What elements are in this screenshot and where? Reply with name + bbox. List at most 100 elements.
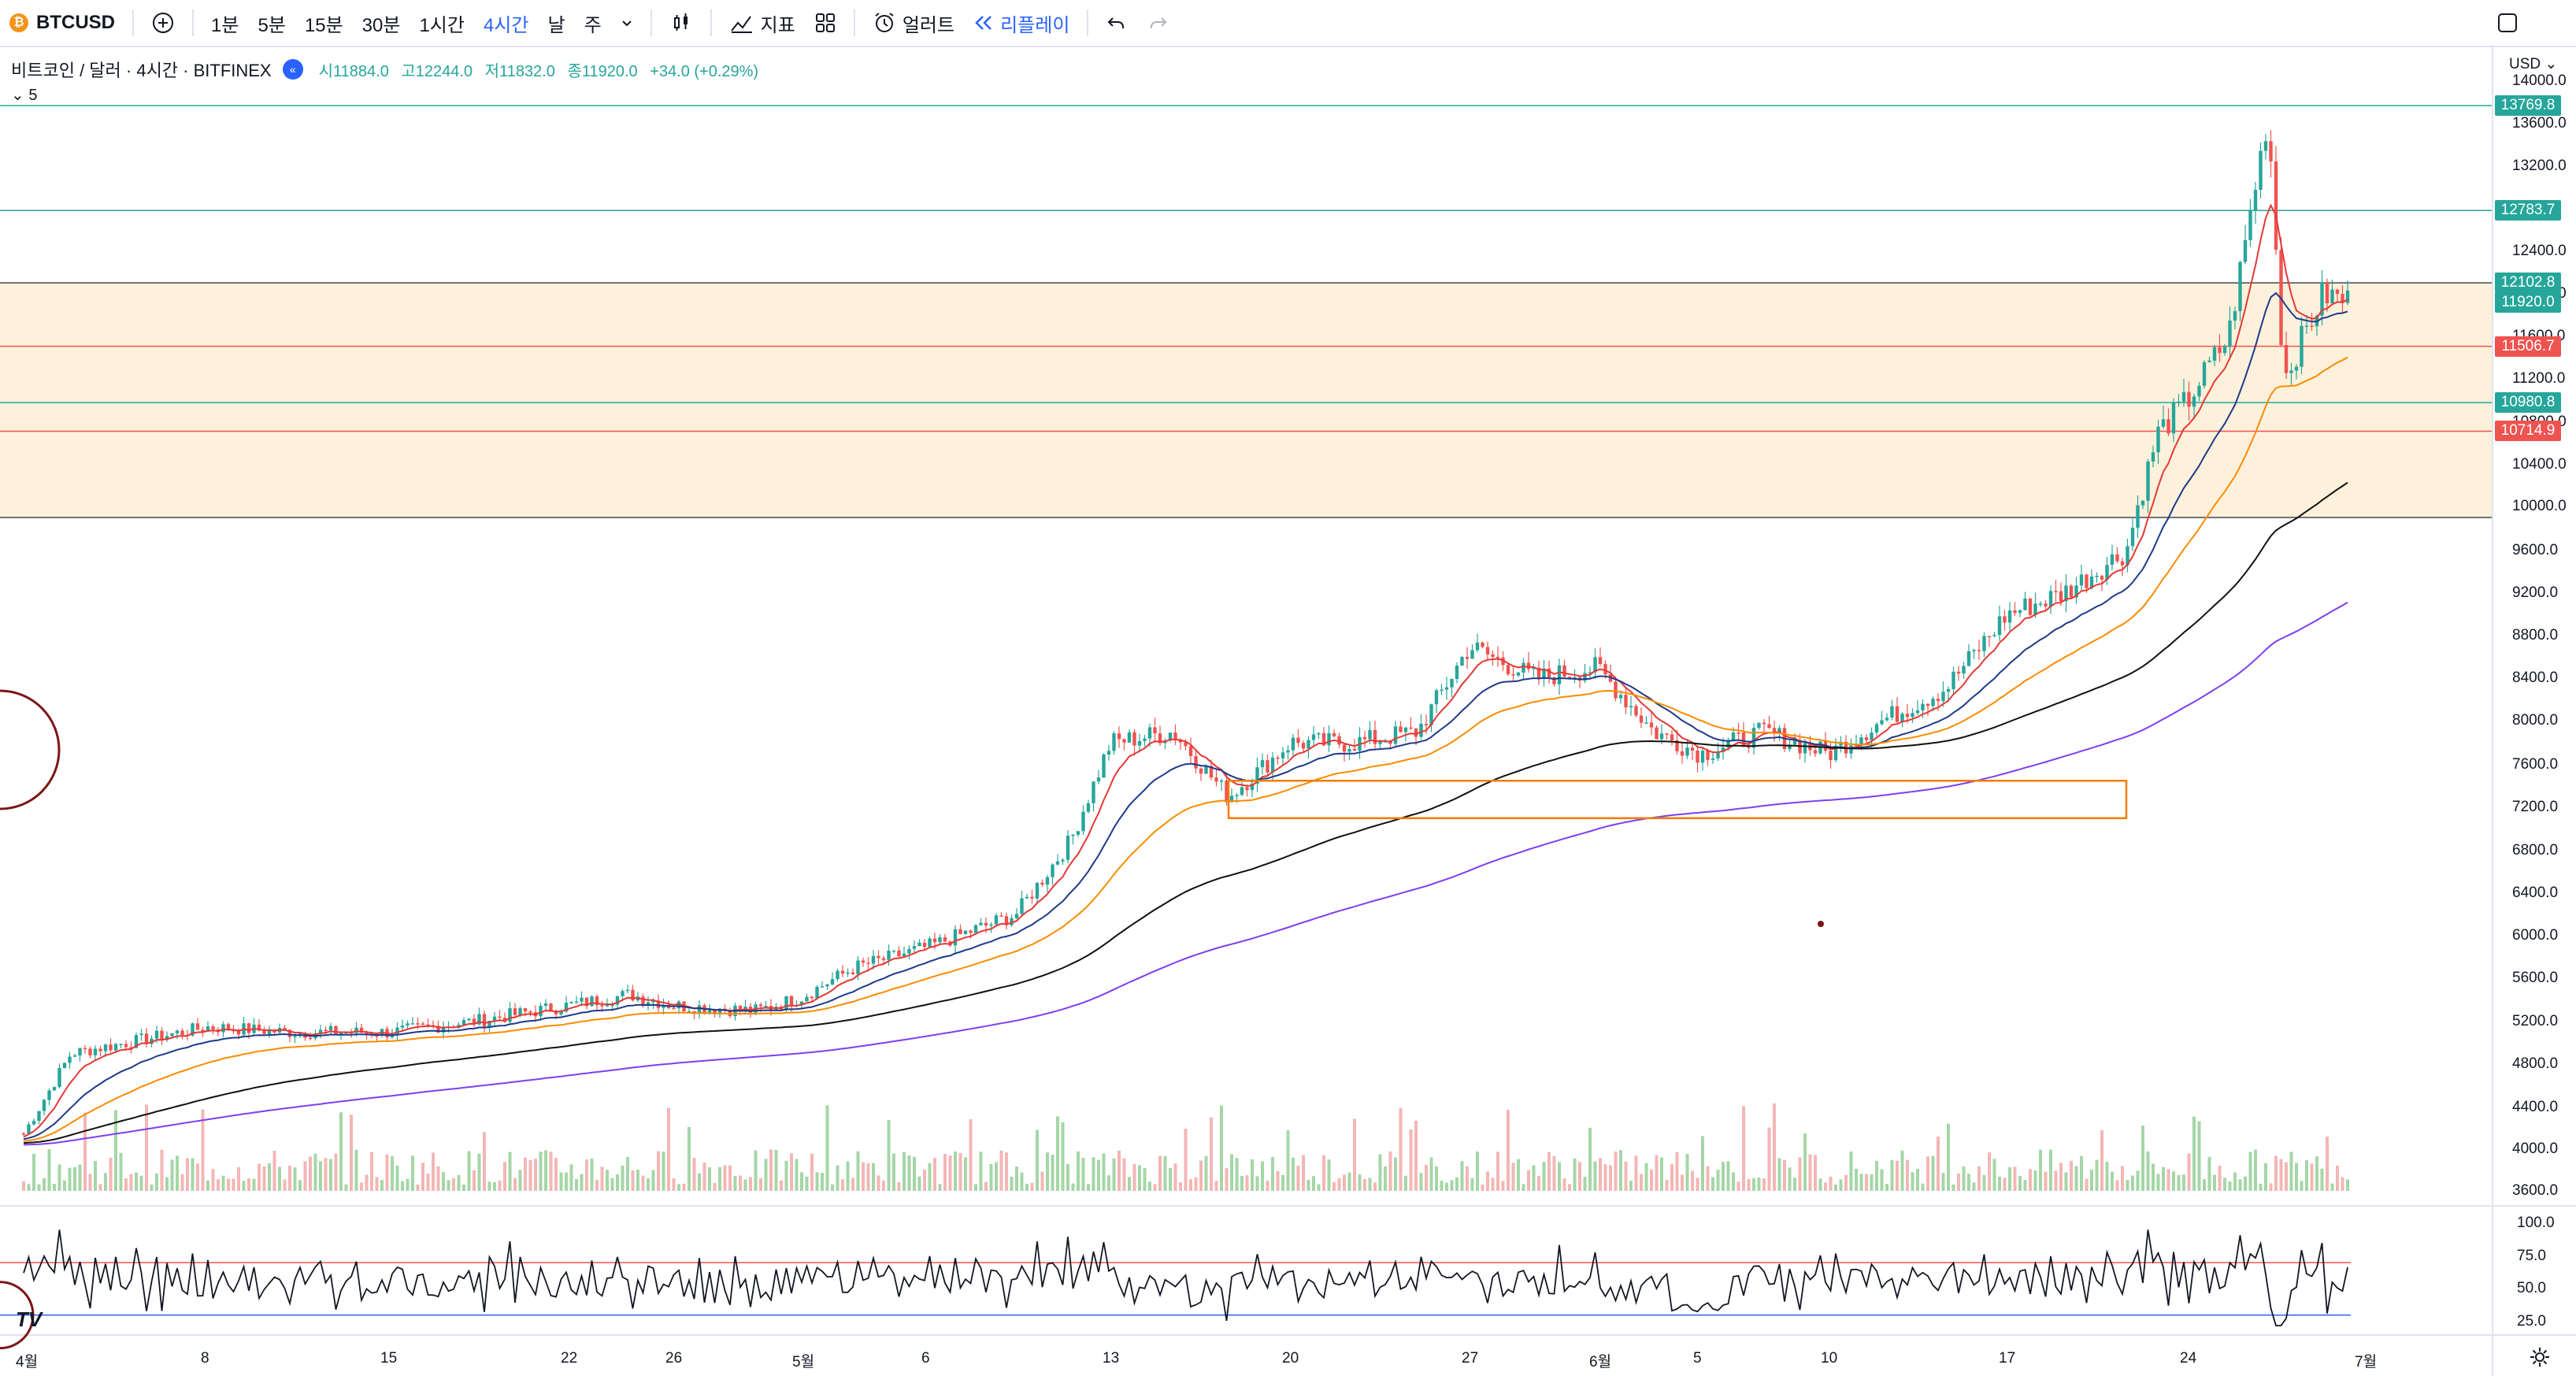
- candle-body: [1721, 747, 1725, 752]
- candle-body: [1829, 751, 1833, 761]
- volume-bar: [1814, 1155, 1817, 1191]
- currency-selector[interactable]: USD ⌄: [2509, 55, 2557, 73]
- interval-week[interactable]: 주: [584, 14, 602, 36]
- volume-bar: [395, 1165, 399, 1191]
- price-chart[interactable]: [0, 46, 2576, 1376]
- candle-body: [789, 996, 794, 1007]
- volume-bar: [385, 1154, 389, 1191]
- candle-body: [416, 1023, 420, 1025]
- volume-bar: [954, 1151, 957, 1191]
- volume-bar: [1757, 1177, 1761, 1191]
- time-tick-label: 22: [561, 1350, 578, 1367]
- candle-body: [2007, 610, 2012, 623]
- volume-bar: [1609, 1165, 1612, 1191]
- chevron-down-icon: ⌄: [2544, 56, 2558, 72]
- candle-body: [1951, 671, 1955, 689]
- candle-body: [877, 955, 880, 959]
- candle-body: [2212, 347, 2217, 361]
- price-tag: 10980.8: [2495, 392, 2561, 414]
- candle-body: [2074, 585, 2078, 598]
- volume-bar: [769, 1149, 773, 1191]
- candle-body: [1051, 864, 1054, 877]
- redo-button[interactable]: [1137, 0, 1178, 46]
- candle-body: [2115, 554, 2119, 562]
- interval-30m[interactable]: 30분: [361, 14, 401, 36]
- chart-type-button[interactable]: [660, 0, 702, 46]
- compare-add-button[interactable]: [142, 0, 184, 46]
- candle-body: [83, 1048, 87, 1050]
- volume-bar: [1732, 1172, 1735, 1191]
- interval-5m[interactable]: 5분: [258, 14, 286, 36]
- candle-body: [2079, 574, 2084, 586]
- candle-body: [1987, 636, 1992, 637]
- candle-body: [467, 1018, 471, 1021]
- candle-body: [897, 950, 901, 957]
- candle-body: [1112, 733, 1116, 751]
- candle-body: [999, 915, 1003, 917]
- candle-body: [1025, 896, 1029, 899]
- price-tick-label: 5200.0: [2512, 1013, 2559, 1029]
- candle-body: [375, 1035, 379, 1037]
- fullscreen-button[interactable]: [2486, 0, 2529, 46]
- volume-bar: [1460, 1161, 1464, 1191]
- candle-body: [1214, 777, 1218, 782]
- interval-4h[interactable]: 4시간: [483, 14, 529, 36]
- volume-bar: [135, 1172, 138, 1191]
- candle-body: [1536, 667, 1541, 679]
- symbol-search[interactable]: ₿ BTCUSD: [0, 0, 124, 46]
- candle-body: [1250, 783, 1255, 790]
- candle-body: [584, 997, 589, 1007]
- volume-bar: [1373, 1182, 1377, 1191]
- candle-body: [1245, 787, 1249, 790]
- candle-body: [1731, 733, 1736, 741]
- volume-bar: [2085, 1178, 2089, 1191]
- candle-body: [1741, 733, 1746, 747]
- candle-body: [1424, 723, 1429, 725]
- volume-bar: [57, 1164, 61, 1191]
- volume-bar: [1588, 1127, 1592, 1191]
- volume-bar: [1711, 1177, 1714, 1191]
- candle-body: [866, 962, 870, 964]
- price-tick-label: 7600.0: [2512, 756, 2559, 773]
- undo-button[interactable]: [1096, 0, 1137, 46]
- symbol-title[interactable]: 비트코인 / 달러 · 4시간 · BITFINEX: [11, 61, 272, 80]
- indicators-toggle[interactable]: ⌄ 5: [11, 85, 37, 105]
- volume-bar: [862, 1162, 865, 1191]
- volume-bar: [1865, 1174, 1868, 1191]
- interval-dropdown[interactable]: [611, 0, 643, 46]
- volume-bar: [1937, 1137, 1940, 1191]
- volume-bar: [692, 1157, 696, 1191]
- candle-body: [1475, 642, 1480, 651]
- volume-bar: [457, 1174, 461, 1191]
- volume-bar: [2320, 1168, 2324, 1191]
- volume-bar: [528, 1159, 532, 1191]
- candle-body: [226, 1024, 231, 1030]
- interval-1m[interactable]: 1분: [211, 14, 239, 36]
- volume-bar: [2341, 1177, 2344, 1191]
- layouts-button[interactable]: [805, 0, 846, 46]
- alert-button[interactable]: 얼러트: [863, 0, 964, 46]
- candle-body: [334, 1026, 338, 1035]
- replay-badge-icon[interactable]: «: [282, 59, 303, 80]
- indicators-button[interactable]: 지표: [720, 0, 805, 46]
- tradingview-logo: TV: [16, 1307, 43, 1331]
- candle-body: [1716, 751, 1720, 758]
- candle-body: [2085, 574, 2089, 588]
- volume-bar: [1685, 1154, 1689, 1191]
- candle-body: [851, 972, 855, 974]
- candle-body: [2171, 402, 2176, 434]
- volume-bar: [1522, 1184, 1525, 1191]
- volume-bar: [2300, 1181, 2304, 1191]
- settings-button[interactable]: [2528, 1345, 2552, 1373]
- replay-button[interactable]: 리플레이: [964, 0, 1079, 46]
- volume-bar: [1235, 1158, 1239, 1191]
- candle-body: [2130, 528, 2135, 547]
- candle-body: [1792, 740, 1797, 745]
- volume-bar: [354, 1149, 358, 1191]
- interval-day[interactable]: 날: [547, 14, 565, 36]
- volume-bar: [1962, 1166, 1966, 1191]
- interval-15m[interactable]: 15분: [304, 14, 343, 36]
- interval-1h[interactable]: 1시간: [419, 14, 465, 36]
- candle-body: [27, 1124, 31, 1134]
- volume-bar: [1261, 1161, 1264, 1191]
